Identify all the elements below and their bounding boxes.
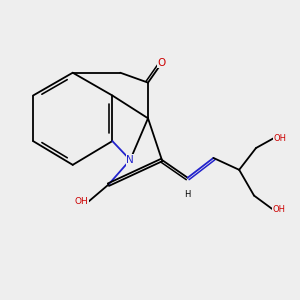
Text: H: H [184,190,191,199]
Text: OH: OH [75,197,88,206]
Text: OH: OH [273,205,286,214]
Text: N: N [126,155,134,165]
Text: OH: OH [274,134,287,142]
Text: O: O [158,58,166,68]
